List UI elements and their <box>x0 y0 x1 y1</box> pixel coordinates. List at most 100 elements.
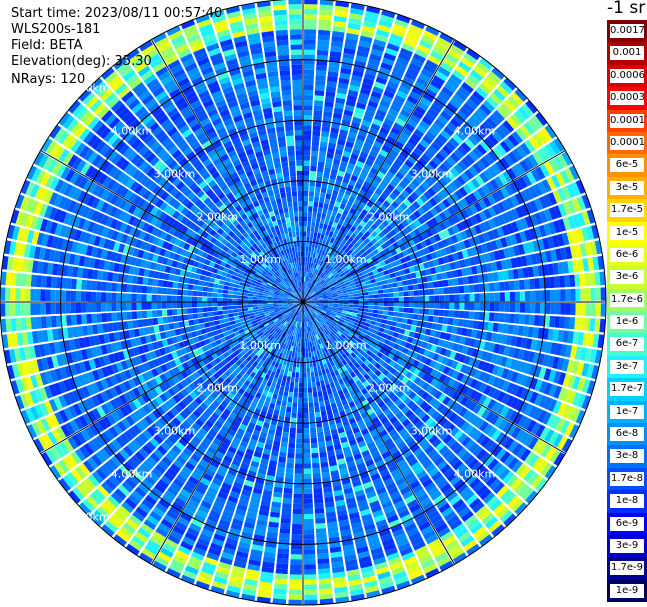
data-cell <box>271 450 279 457</box>
data-cell <box>144 415 154 426</box>
data-cell <box>46 235 54 248</box>
data-cell <box>228 238 236 245</box>
data-cell <box>240 349 247 356</box>
data-cell <box>291 407 297 413</box>
data-cell <box>287 288 292 293</box>
data-cell <box>161 456 173 467</box>
data-cell <box>427 448 438 459</box>
data-cell <box>96 186 106 198</box>
data-cell <box>217 220 225 228</box>
data-cell <box>304 311 307 317</box>
data-cell <box>162 316 169 324</box>
data-cell <box>319 326 324 332</box>
data-cell <box>257 295 264 298</box>
data-cell <box>322 306 328 309</box>
data-cell <box>293 303 299 307</box>
data-cell <box>361 570 376 579</box>
data-cell <box>360 362 367 370</box>
data-cell <box>254 424 262 432</box>
data-cell <box>173 343 181 351</box>
data-cell <box>257 514 269 522</box>
data-cell <box>297 306 301 311</box>
data-cell <box>220 250 227 257</box>
data-cell <box>422 478 433 488</box>
data-cell <box>234 555 248 564</box>
data-cell <box>60 166 71 180</box>
data-cell <box>169 236 177 244</box>
data-cell <box>325 351 331 358</box>
data-cell <box>265 363 271 370</box>
data-cell <box>62 265 69 277</box>
data-cell <box>166 243 174 251</box>
data-cell <box>255 524 267 532</box>
data-cell <box>283 305 289 308</box>
data-cell <box>279 385 285 391</box>
data-cell <box>395 338 402 345</box>
data-cell <box>408 391 417 400</box>
data-cell <box>296 305 300 311</box>
data-cell <box>196 509 208 519</box>
data-cell <box>309 320 312 326</box>
data-cell <box>325 383 331 390</box>
data-cell <box>428 309 435 316</box>
data-cell <box>440 464 451 475</box>
data-cell <box>105 204 114 215</box>
data-cell <box>281 353 286 360</box>
data-cell <box>125 543 140 556</box>
data-cell <box>239 423 247 431</box>
data-cell <box>95 451 107 464</box>
data-cell <box>411 416 421 426</box>
data-cell <box>444 409 454 419</box>
data-cell <box>182 484 194 494</box>
data-cell <box>288 304 294 307</box>
data-cell <box>293 309 297 315</box>
data-cell <box>60 290 66 302</box>
data-cell <box>228 230 235 238</box>
data-cell <box>217 343 225 350</box>
data-cell <box>368 305 374 310</box>
data-cell <box>375 408 383 417</box>
data-cell <box>322 324 327 330</box>
data-cell <box>288 318 292 324</box>
data-cell <box>368 468 379 477</box>
data-cell <box>167 217 176 226</box>
data-cell <box>248 335 254 341</box>
data-cell <box>342 376 349 383</box>
data-cell <box>343 304 349 307</box>
data-cell <box>280 325 286 331</box>
data-cell <box>356 494 367 502</box>
data-cell <box>398 402 407 411</box>
data-cell <box>487 458 499 471</box>
data-cell <box>311 447 319 454</box>
data-cell <box>141 372 150 382</box>
data-cell <box>447 378 456 388</box>
data-cell <box>253 249 259 256</box>
data-cell <box>231 261 238 268</box>
data-cell <box>317 431 324 438</box>
data-cell <box>256 279 263 284</box>
data-cell <box>192 409 202 418</box>
data-cell <box>315 310 320 314</box>
data-cell <box>214 208 222 216</box>
data-cell <box>100 214 109 226</box>
data-cell <box>342 482 352 490</box>
data-cell <box>213 232 221 240</box>
data-cell <box>83 113 96 127</box>
data-cell <box>459 466 471 478</box>
data-cell <box>237 295 243 299</box>
data-cell <box>306 311 309 317</box>
data-cell <box>474 369 482 380</box>
data-cell <box>84 426 95 439</box>
data-cell <box>80 480 93 494</box>
data-cell <box>125 48 140 61</box>
data-cell <box>271 268 276 274</box>
data-cell <box>91 471 104 484</box>
data-cell <box>176 120 187 130</box>
data-cell <box>242 206 250 213</box>
data-cell <box>80 429 91 442</box>
data-cell <box>370 320 377 326</box>
data-cell <box>442 535 457 547</box>
data-cell <box>134 183 144 195</box>
data-cell <box>284 416 291 423</box>
data-cell <box>48 249 56 262</box>
